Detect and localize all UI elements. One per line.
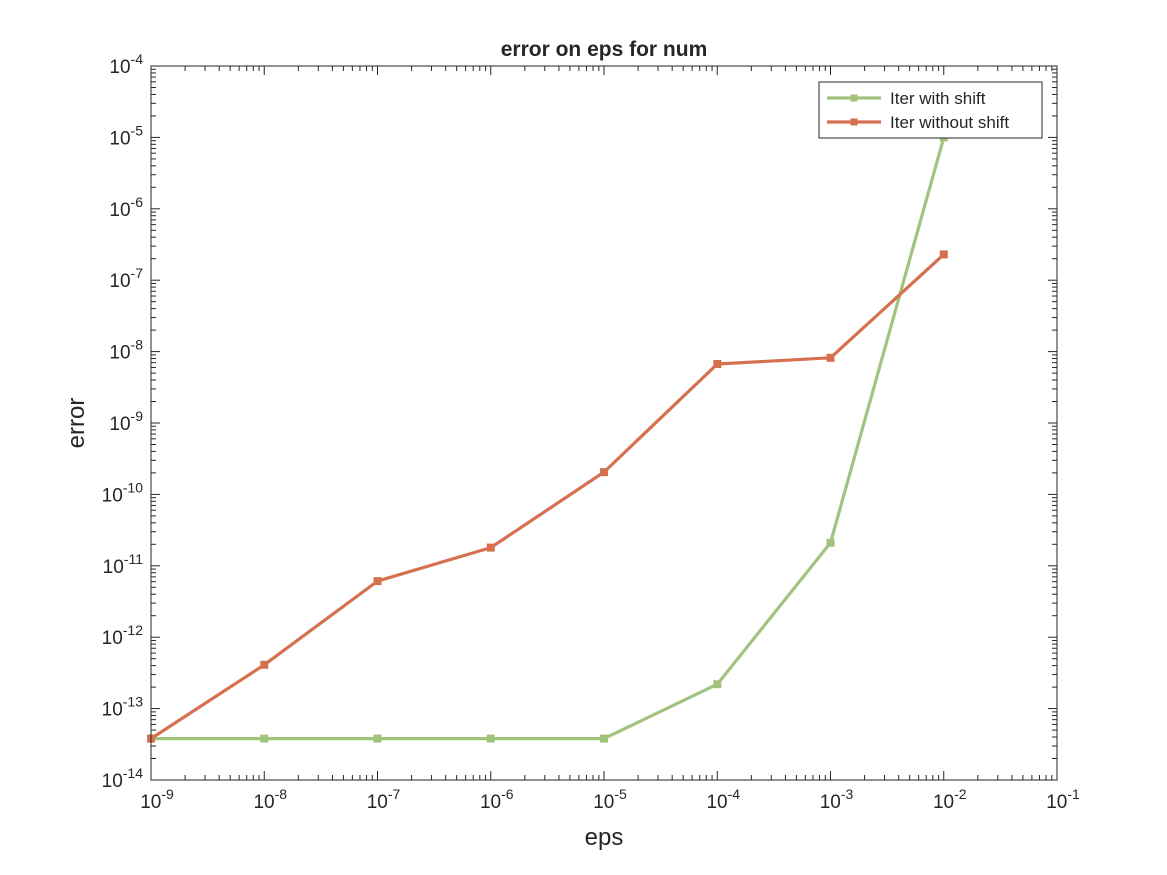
y-tick-label: 10-14 bbox=[102, 765, 144, 792]
data-point-iter-with-shift bbox=[826, 538, 835, 547]
y-tick-label: 10-6 bbox=[109, 194, 143, 221]
series-line-iter-without-shift bbox=[150, 253, 945, 740]
x-tick-label: 10-1 bbox=[1046, 786, 1080, 813]
data-point-iter-without-shift bbox=[826, 353, 835, 362]
y-tick-label: 10-13 bbox=[102, 694, 144, 721]
minor-ticks bbox=[151, 66, 1057, 780]
y-tick-label: 10-12 bbox=[102, 622, 144, 649]
y-tick-label: 10-5 bbox=[109, 122, 143, 149]
x-tick-labels: 10-9 10-8 10-7 10-6 10-5 10-4 10-3 10-2 10-1 bbox=[140, 786, 1080, 813]
data-point-iter-without-shift bbox=[260, 660, 269, 669]
legend-marker-iter-with-shift bbox=[850, 94, 858, 102]
y-tick-labels: 10-14 10-13 10-12 10-11 10-10 10-9 10-8 10-7 10-… bbox=[102, 51, 144, 792]
x-axis-label: eps bbox=[585, 824, 624, 851]
legend-box bbox=[818, 81, 1043, 139]
x-tick-label: 10-4 bbox=[706, 786, 740, 813]
y-tick-label: 10-9 bbox=[109, 408, 143, 435]
plot-frame bbox=[150, 65, 1058, 781]
y-tick-label: 10-4 bbox=[109, 51, 143, 78]
data-point-iter-without-shift bbox=[486, 543, 495, 552]
data-point-iter-without-shift bbox=[939, 250, 948, 259]
series-line-iter-with-shift bbox=[151, 136, 946, 741]
plot-area bbox=[151, 66, 1057, 780]
chart-title: error on eps for num bbox=[501, 38, 708, 61]
data-point-iter-with-shift bbox=[260, 734, 269, 743]
x-tick-label: 10-5 bbox=[593, 786, 627, 813]
data-point-iter-without-shift bbox=[373, 577, 382, 586]
data-point-iter-without-shift bbox=[713, 360, 722, 368]
legend-label-iter-without-shift: Iter without shift bbox=[890, 113, 1009, 132]
x-tick-label: 10-3 bbox=[820, 786, 854, 813]
y-axis-label: error bbox=[63, 398, 90, 449]
legend-marker-iter-without-shift bbox=[850, 118, 858, 126]
x-tick-label: 10-6 bbox=[480, 786, 514, 813]
data-point-iter-with-shift bbox=[713, 680, 722, 689]
legend: Iter with shift Iter without shift bbox=[818, 81, 1043, 139]
data-point-iter-with-shift bbox=[600, 734, 608, 743]
data-point-iter-with-shift bbox=[373, 734, 382, 743]
data-point-iter-with-shift bbox=[486, 734, 495, 743]
y-tick-label: 10-8 bbox=[109, 337, 143, 364]
data-point-iter-without-shift bbox=[600, 468, 608, 477]
legend-label-iter-with-shift: Iter with shift bbox=[890, 89, 986, 108]
x-tick-label: 10-8 bbox=[253, 786, 287, 813]
y-tick-label: 10-11 bbox=[103, 551, 144, 578]
x-tick-label: 10-7 bbox=[367, 786, 401, 813]
x-tick-label: 10-9 bbox=[140, 786, 174, 813]
y-tick-label: 10-10 bbox=[102, 479, 144, 506]
y-tick-label: 10-7 bbox=[109, 265, 143, 292]
x-tick-label: 10-2 bbox=[933, 786, 967, 813]
